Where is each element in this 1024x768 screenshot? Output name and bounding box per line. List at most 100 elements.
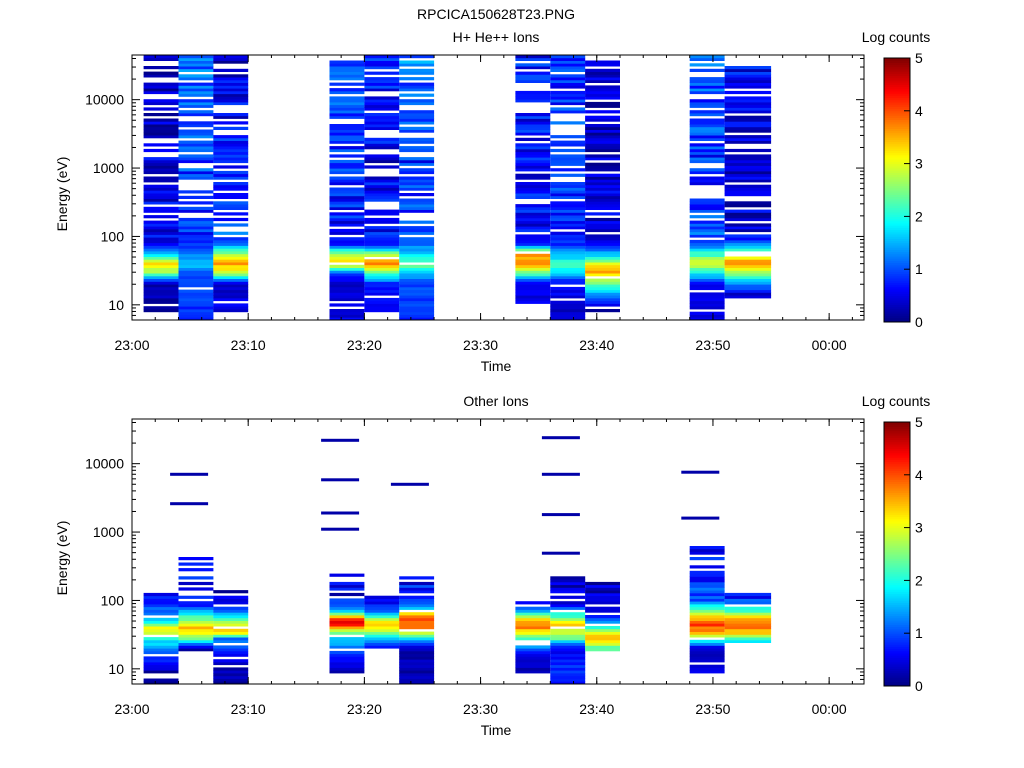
spectrogram-cell — [329, 190, 365, 194]
spectrogram-cell — [550, 66, 586, 70]
colorbar-swatch — [884, 644, 910, 647]
spectrogram-cell — [399, 168, 435, 172]
colorbar-swatch — [884, 91, 910, 94]
spectrogram-cell — [329, 256, 365, 260]
spectrogram-cell — [724, 275, 772, 279]
colorbar-swatch — [884, 185, 910, 189]
spectrogram-cell — [364, 595, 400, 599]
spectrogram-cell — [178, 140, 214, 144]
spectrogram-cell — [550, 286, 586, 291]
colorbar-swatch — [884, 282, 910, 286]
spectrogram-cell — [329, 311, 365, 315]
spectrogram-cell — [213, 165, 249, 169]
spectrogram-cell — [515, 267, 551, 271]
spectrogram-cell — [143, 234, 179, 238]
spectrogram-cell — [329, 110, 365, 114]
colorbar-swatch — [884, 163, 910, 167]
spectrogram-cell — [143, 623, 179, 627]
spectrogram-cell — [399, 617, 435, 621]
colorbar-label: Log counts — [862, 393, 931, 409]
spectrogram-cell — [515, 242, 551, 246]
colorbar-swatch — [884, 642, 910, 645]
spectrogram-cell — [364, 303, 400, 307]
spectrogram-cell — [178, 113, 214, 117]
spectrogram-cell — [550, 57, 586, 61]
spectrogram-cell — [689, 79, 725, 83]
colorbar-swatch — [884, 174, 910, 178]
spectrogram-cell — [550, 226, 586, 230]
spectrogram-cell — [689, 226, 725, 230]
spectrogram-cell — [399, 264, 435, 268]
spectrogram-cell — [143, 226, 179, 230]
spectrogram-cell — [399, 256, 435, 260]
spectrogram-cell — [364, 270, 400, 274]
colorbar-swatch — [884, 452, 910, 456]
colorbar-swatch — [884, 507, 910, 511]
spectrogram-cell — [399, 639, 435, 643]
spectrogram-cell — [689, 168, 725, 172]
spectrogram-cell — [329, 101, 365, 106]
spectrogram-cell — [364, 309, 400, 313]
spectrogram-cell — [364, 639, 400, 643]
spectrogram-cell — [724, 184, 772, 188]
spectrogram-cell — [399, 85, 435, 89]
spectrogram-cell — [213, 678, 249, 682]
spectrogram-cell — [689, 135, 725, 139]
spectrogram-cell — [178, 206, 214, 210]
spectrogram-cell — [550, 110, 586, 114]
spectrogram-cell — [329, 60, 365, 64]
colorbar-swatch — [884, 490, 910, 493]
spectrogram-cell — [399, 113, 435, 117]
colorbar-swatch — [884, 113, 910, 116]
spectrogram-cell — [399, 648, 435, 652]
spectrogram-cell — [213, 201, 249, 205]
spectrogram-cell — [329, 223, 365, 227]
spectrogram-cell — [143, 637, 179, 641]
colorbar-swatch — [884, 132, 910, 136]
spectrogram-cell — [550, 154, 586, 158]
colorbar-swatch — [884, 536, 910, 540]
spectrogram-cell — [689, 179, 725, 183]
spectrogram-cell — [515, 615, 551, 619]
spectrogram-cell — [178, 121, 214, 125]
spectrogram-cell — [724, 74, 772, 78]
spectrogram-cell — [143, 245, 179, 249]
spectrogram-cell — [364, 154, 400, 158]
spectrogram-cell — [178, 309, 214, 313]
spectrogram-cell — [364, 157, 400, 161]
spectrogram-cell — [178, 311, 214, 315]
spectrogram-cell — [178, 223, 214, 227]
colorbar-swatch — [884, 190, 910, 193]
x-tick-label: 00:00 — [812, 701, 847, 717]
spectrogram-cell — [213, 170, 249, 175]
spectrogram-cell — [399, 99, 435, 103]
spectrogram-cell — [399, 303, 435, 307]
spectrogram-cell — [585, 104, 620, 108]
spectrogram-cell — [689, 601, 725, 605]
spectrogram-cell — [213, 74, 249, 78]
spectrogram-cell — [550, 206, 586, 210]
spectrogram-cell — [213, 275, 249, 279]
colorbar-swatch — [884, 137, 910, 140]
spectrogram-cell — [515, 645, 551, 649]
spectrogram-cell — [329, 295, 365, 299]
spectrogram-cell — [143, 286, 179, 291]
spectrogram-cell — [689, 124, 725, 128]
colorbar-swatch — [884, 499, 910, 502]
spectrogram-cell — [143, 295, 179, 299]
spectrogram-cell — [724, 284, 772, 288]
colorbar-tick-label: 0 — [915, 314, 923, 330]
spectrogram-cell — [724, 598, 772, 602]
spectrogram-cell — [364, 85, 400, 89]
colorbar-swatch — [884, 84, 910, 88]
spectrogram-cell — [329, 664, 365, 668]
spectrogram-cell — [399, 110, 435, 114]
spectrogram-cell — [724, 187, 772, 191]
colorbar-swatch — [884, 143, 910, 147]
spectrogram-cell — [689, 220, 725, 224]
spectrogram-cell — [329, 626, 365, 630]
colorbar-swatch — [884, 646, 910, 650]
spectrogram-cell — [585, 165, 620, 169]
colorbar-swatch — [884, 496, 910, 500]
spectrogram-cell — [329, 609, 365, 613]
